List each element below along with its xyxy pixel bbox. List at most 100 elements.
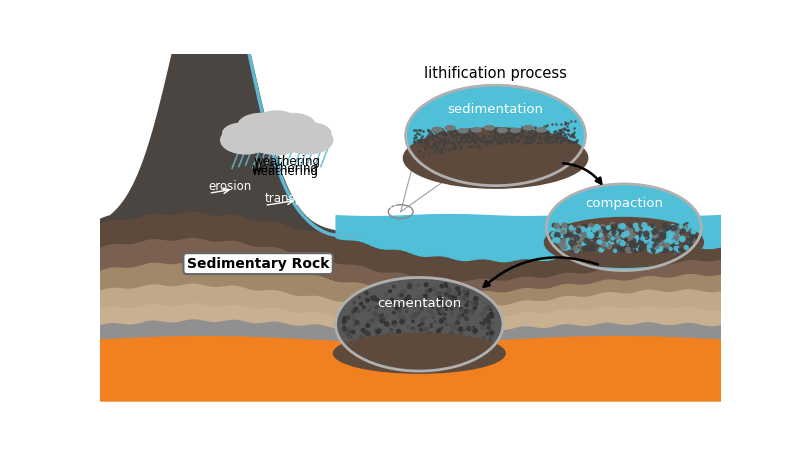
Point [391,351,404,358]
Point [417,151,430,158]
Point [640,235,653,243]
Point [402,342,414,350]
Point [512,137,525,144]
Point [382,343,395,350]
Point [560,119,573,126]
Point [562,138,574,145]
Point [414,302,427,309]
Point [474,342,486,350]
Point [545,134,558,141]
Point [510,130,522,137]
Point [558,228,570,235]
Point [470,136,482,143]
Point [630,234,643,241]
Point [588,226,601,234]
Point [445,351,458,358]
Point [441,305,454,312]
Point [438,315,451,322]
Point [572,234,585,242]
Point [592,230,605,237]
Point [567,133,580,140]
Point [529,123,542,130]
Point [566,138,578,145]
Point [501,135,514,142]
Point [461,135,474,143]
Point [543,133,556,140]
Ellipse shape [432,127,442,131]
Point [458,340,470,347]
Point [594,239,607,247]
Point [437,345,450,352]
Point [522,134,534,141]
Point [554,132,566,140]
Point [593,224,606,231]
Point [477,131,490,138]
Point [481,137,494,144]
Point [557,228,570,235]
Point [444,303,457,310]
Point [434,326,446,333]
Point [677,236,690,243]
Point [603,230,616,237]
Point [446,132,459,139]
Point [634,246,647,253]
Point [338,326,351,333]
Point [470,132,483,139]
Point [578,245,590,252]
Point [561,244,574,251]
Point [474,143,487,150]
Point [686,230,698,237]
Point [559,130,572,138]
Point [555,120,568,127]
Point [504,138,517,145]
Point [558,121,571,128]
Point [470,300,483,307]
Point [578,242,590,249]
Point [550,129,563,136]
Point [552,225,565,232]
Point [540,139,553,146]
Point [411,147,424,154]
Point [403,280,416,288]
Point [371,333,384,340]
Point [412,138,425,145]
Point [430,132,442,140]
Point [436,144,449,151]
Point [425,145,438,152]
Point [432,126,445,133]
Point [533,133,546,140]
Point [370,312,383,319]
Point [552,127,565,134]
Point [431,290,444,297]
Point [617,232,630,239]
Point [513,130,526,137]
Point [567,134,580,141]
Point [640,235,653,242]
Point [510,130,522,137]
Point [442,148,455,155]
Point [513,132,526,140]
Point [635,228,648,235]
Point [416,299,429,306]
Point [414,138,427,145]
Point [637,232,650,239]
Point [678,227,690,234]
Point [569,226,582,233]
Point [511,137,524,144]
Point [649,231,662,239]
Point [466,342,478,350]
Point [507,135,520,142]
Point [432,357,445,364]
Point [398,334,411,342]
Point [361,297,374,304]
Point [659,221,672,229]
Point [654,245,667,252]
Point [348,322,361,329]
Point [414,148,426,155]
Point [447,142,460,149]
Point [394,342,407,349]
Point [464,137,477,144]
Point [524,133,537,140]
Point [412,292,425,300]
Point [525,134,538,141]
